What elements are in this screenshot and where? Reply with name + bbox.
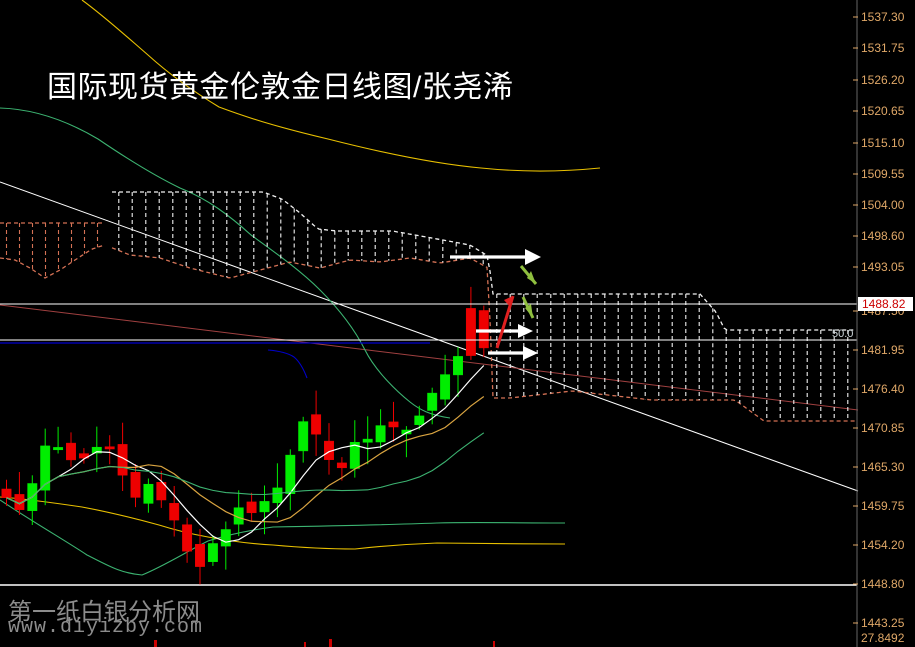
svg-text:1537.30: 1537.30: [861, 10, 905, 24]
svg-text:1443.25: 1443.25: [861, 616, 905, 630]
svg-text:1509.55: 1509.55: [861, 167, 905, 181]
svg-text:1470.85: 1470.85: [861, 421, 905, 435]
svg-text:1520.65: 1520.65: [861, 104, 905, 118]
svg-text:1476.40: 1476.40: [861, 382, 905, 396]
svg-text:1454.20: 1454.20: [861, 538, 905, 552]
svg-text:1488.82: 1488.82: [862, 297, 906, 311]
svg-text:1531.75: 1531.75: [861, 41, 905, 55]
svg-text:1504.00: 1504.00: [861, 198, 905, 212]
svg-text:1448.80: 1448.80: [861, 577, 905, 591]
svg-text:1498.60: 1498.60: [861, 229, 905, 243]
svg-text:1493.05: 1493.05: [861, 260, 905, 274]
svg-text:1481.95: 1481.95: [861, 343, 905, 357]
svg-text:1465.30: 1465.30: [861, 460, 905, 474]
svg-text:1526.20: 1526.20: [861, 73, 905, 87]
svg-text:27.8492: 27.8492: [861, 631, 905, 645]
svg-text:50.0: 50.0: [832, 328, 853, 340]
svg-text:1459.75: 1459.75: [861, 499, 905, 513]
svg-text:1515.10: 1515.10: [861, 136, 905, 150]
